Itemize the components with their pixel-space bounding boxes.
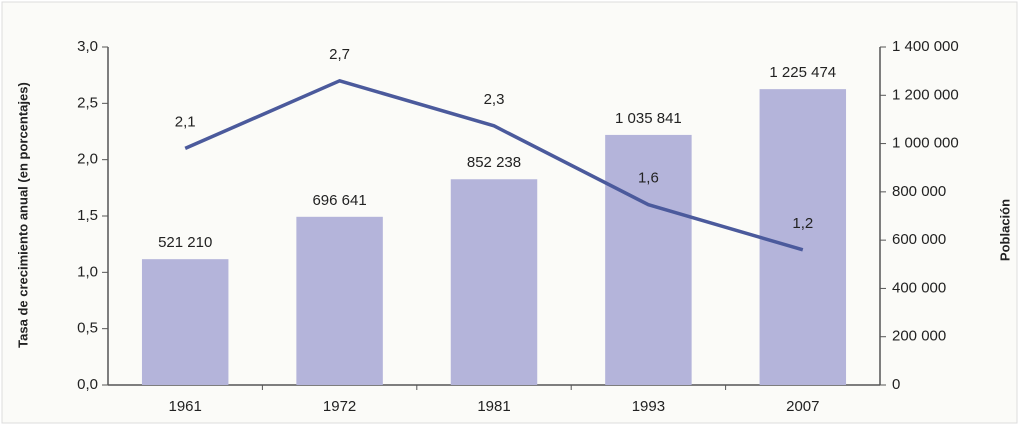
bar-value-label: 696 641	[312, 192, 366, 209]
y2-tick-label: 0	[892, 376, 900, 393]
line-value-label: 2,3	[484, 91, 505, 108]
line	[184, 79, 804, 252]
x-tick-label: 1993	[632, 398, 665, 415]
y-tick-label: 1,5	[77, 207, 98, 224]
x-tick-label: 2007	[786, 398, 819, 415]
y2-tick-label: 1 000 000	[892, 135, 959, 152]
y-tick-label: 0,5	[77, 320, 98, 337]
y-tick-label: 1,0	[77, 263, 98, 280]
bar	[296, 216, 383, 385]
y2-tick-label: 1 200 000	[892, 86, 959, 103]
bar	[759, 89, 847, 385]
bar	[141, 259, 229, 385]
y-tick-label: 2,5	[77, 94, 98, 111]
x-tick-label: 1961	[169, 398, 202, 415]
y2-tick-label: 800 000	[892, 183, 946, 200]
y-axis-title: Tasa de crecimiento anual (en porcentaje…	[15, 82, 30, 348]
bar-value-label: 1 225 474	[769, 64, 836, 81]
x-tick-label: 1981	[477, 398, 510, 415]
y2-tick-label: 400 000	[892, 279, 946, 296]
bar-value-label: 521 210	[158, 234, 212, 251]
y2-axis-title: Población	[997, 199, 1012, 261]
y-tick-label: 3,0	[77, 38, 98, 55]
y2-tick-label: 200 000	[892, 328, 946, 345]
line-value-label: 1,6	[638, 170, 659, 187]
line-value-label: 2,7	[329, 46, 350, 63]
y-tick-label: 0,0	[77, 376, 98, 393]
y2-tick-label: 600 000	[892, 231, 946, 248]
x-tick-label: 1972	[323, 398, 356, 415]
bar	[605, 134, 692, 385]
y-tick-label: 2,0	[77, 151, 98, 168]
bar	[450, 179, 538, 385]
line-value-label: 2,1	[175, 113, 196, 130]
y2-tick-label: 1 400 000	[892, 38, 959, 55]
bar-value-label: 1 035 841	[615, 110, 682, 127]
bar-value-label: 852 238	[467, 154, 521, 171]
line-value-label: 1,2	[792, 215, 813, 232]
